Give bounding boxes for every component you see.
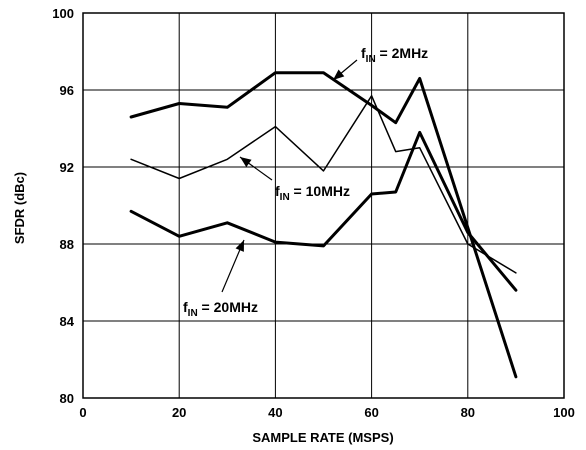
series-line-fin-20mhz [129,130,518,292]
label-arrow-head [333,69,345,80]
y-tick-label-88: 88 [60,237,74,252]
series-line-fin-10mhz [130,95,517,274]
x-tick-label-100: 100 [553,405,575,420]
series-label-fin-10mhz: fIN = 10MHz [239,156,350,203]
x-tick-label-60: 60 [364,405,378,420]
y-tick-label-92: 92 [60,160,74,175]
series-line-fin-2mhz [129,71,518,379]
x-tick-label-0: 0 [79,405,86,420]
y-tick-label-96: 96 [60,83,74,98]
y-tick-label-84: 84 [60,314,75,329]
y-axis-label: SFDR (dBc) [12,172,27,244]
series-lines [129,71,518,379]
x-tick-label-40: 40 [268,405,282,420]
plot-frame [82,12,565,399]
plot-area [82,12,565,399]
series-label-text: fIN = 10MHz [275,183,350,203]
tick-labels: 0 20 40 60 80 100 80 84 88 92 96 100 [52,6,575,420]
series-label-fin-2mhz: fIN = 2MHz [332,45,428,81]
series-label-text: fIN = 2MHz [361,45,428,65]
x-tick-label-20: 20 [172,405,186,420]
grid [83,13,564,398]
series-labels: fIN = 2MHz fIN = 10MHz fIN = 20MHz [183,45,428,319]
label-arrow-head [240,157,252,168]
series-label-text: fIN = 20MHz [183,299,258,319]
y-tick-label-100: 100 [52,6,74,21]
x-axis-label: SAMPLE RATE (MSPS) [252,430,393,445]
y-tick-label-80: 80 [60,391,74,406]
x-tick-label-80: 80 [461,405,475,420]
series-label-fin-20mhz: fIN = 20MHz [183,239,258,319]
label-arrow-head [235,240,244,252]
